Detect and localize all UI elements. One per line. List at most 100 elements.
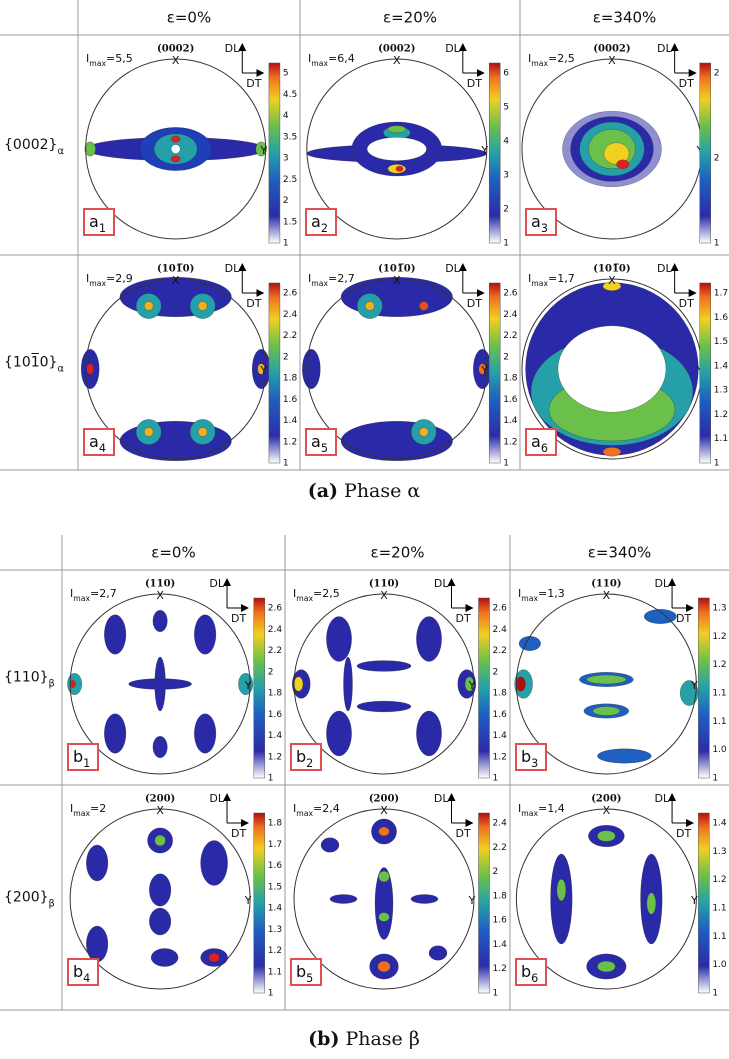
- colorbar-tick-label: 2.4: [268, 625, 283, 635]
- contour-region: [170, 135, 181, 143]
- colorbar-tick-label: 2.6: [268, 604, 283, 614]
- contour-region: [387, 125, 407, 134]
- imax-symbol: I: [86, 272, 89, 285]
- colorbar-tick-label: 1.8: [268, 819, 283, 829]
- colorbar-tick-label: 2: [503, 352, 509, 362]
- contour-region: [378, 870, 390, 883]
- contour-region: [150, 948, 179, 967]
- panel-tag-box: [290, 958, 322, 986]
- dl-label: DL: [445, 42, 460, 55]
- colorbar-tick-label: 1.2: [493, 964, 507, 974]
- imax-label: Imax=6,4: [308, 52, 355, 68]
- pole-label: (101̅0): [593, 264, 630, 275]
- colorbar-tick-label: 2.2: [503, 331, 517, 341]
- colorbar-tick-label: 2.2: [268, 646, 282, 656]
- dt-label: DT: [679, 77, 694, 90]
- imax-value: =2,7: [328, 272, 355, 285]
- panel-tag-letter: b: [521, 962, 531, 981]
- contour-region: [326, 710, 352, 757]
- contour-region: [410, 894, 439, 904]
- subscript: max: [521, 594, 538, 603]
- imax-label: Imax=1,4: [518, 802, 565, 818]
- subscript: max: [89, 59, 106, 68]
- contour-region: [257, 363, 266, 375]
- contour-region: [152, 735, 168, 759]
- colorbar: [488, 282, 501, 464]
- imax-symbol: I: [70, 587, 73, 600]
- pole-label: (110): [369, 579, 399, 590]
- colorbar: [253, 597, 266, 779]
- contour-region: [143, 301, 154, 311]
- contour-region: [602, 281, 622, 291]
- imax-symbol: I: [518, 802, 521, 815]
- contour-region: [293, 676, 304, 692]
- dt-label: DT: [231, 827, 246, 840]
- y-axis-label: Y: [244, 679, 252, 692]
- contour-region: [104, 713, 127, 754]
- panel-tag-box: [67, 743, 99, 771]
- imax-label: Imax=1,7: [528, 272, 575, 288]
- contour-region: [602, 447, 622, 457]
- colorbar-tick-label: 1.5: [714, 337, 728, 347]
- colorbar-tick-label: 1.4: [283, 416, 298, 426]
- contour-region: [419, 301, 429, 311]
- colorbar-tick-label: 2.4: [283, 310, 298, 320]
- contour-region: [592, 706, 621, 716]
- colorbar: [253, 812, 266, 994]
- y-axis-label: Y: [468, 679, 476, 692]
- subscript: 3: [541, 222, 548, 235]
- contour-region: [170, 155, 181, 163]
- colorbar-tick-label: 1.1: [714, 434, 728, 444]
- colorbar-tick-label: 1.8: [503, 374, 518, 384]
- imax-label: Imax=2,7: [308, 272, 355, 288]
- contour-region: [238, 672, 254, 696]
- colorbar-tick-label: 3.5: [283, 132, 297, 142]
- colorbar-tick-label: 3: [503, 171, 509, 181]
- colorbar-tick-label: 1.8: [283, 374, 298, 384]
- colorbar-tick-label: 5: [283, 69, 289, 79]
- contour-region: [556, 878, 567, 902]
- contour-region: [597, 748, 652, 764]
- imax-value: =2,4: [313, 802, 340, 815]
- imax-value: =6,4: [328, 52, 355, 65]
- pole-figure-background: [306, 279, 487, 459]
- panel-tag-box: [525, 428, 557, 456]
- pole-figure-outline: [515, 593, 697, 775]
- colorbar-tick-label: 1.6: [268, 861, 283, 871]
- colorbar-tick-label: 1.2: [268, 752, 282, 762]
- colorbar-tick-label: 2: [493, 667, 499, 677]
- subscript: α: [57, 146, 63, 157]
- panel-tag-letter: b: [296, 962, 306, 981]
- row-label-text: {110}: [4, 670, 49, 686]
- imax-symbol: I: [293, 587, 296, 600]
- colorbar-tick-label: 1: [268, 774, 274, 784]
- x-axis-label: X: [603, 589, 611, 602]
- colorbar: [699, 62, 711, 244]
- x-axis-label: X: [156, 804, 164, 817]
- colorbar-tick-label: 6: [503, 69, 509, 79]
- colorbar-tick-label: 1.2: [714, 410, 728, 420]
- contour-region: [86, 363, 95, 375]
- contour-region: [208, 952, 220, 963]
- panel-tag-box: [290, 743, 322, 771]
- colorbar-tick-label: 1.3: [714, 386, 728, 396]
- colorbar-tick-label: 1.6: [283, 395, 298, 405]
- row-label: {110}β: [4, 670, 55, 690]
- colorbar-tick-label: 1.2: [493, 752, 507, 762]
- imax-label: Imax=5,5: [86, 52, 133, 68]
- imax-symbol: I: [293, 802, 296, 815]
- pole-label: (110): [591, 579, 621, 590]
- caption-text: Phase β: [345, 1028, 419, 1050]
- pole-figure-outline: [306, 58, 488, 240]
- pole-label: (110): [145, 579, 175, 590]
- panel-tag-box: [83, 208, 115, 236]
- imax-value: =1,7: [548, 272, 575, 285]
- colorbar-tick-label: 1: [493, 774, 499, 784]
- contour-region: [374, 867, 394, 940]
- colorbar-tick-label: 1.5: [283, 217, 297, 227]
- imax-value: =2,5: [548, 52, 575, 65]
- row-label: {200}β: [4, 890, 55, 910]
- contour-region: [428, 945, 448, 961]
- panel-tag: b3: [521, 747, 538, 770]
